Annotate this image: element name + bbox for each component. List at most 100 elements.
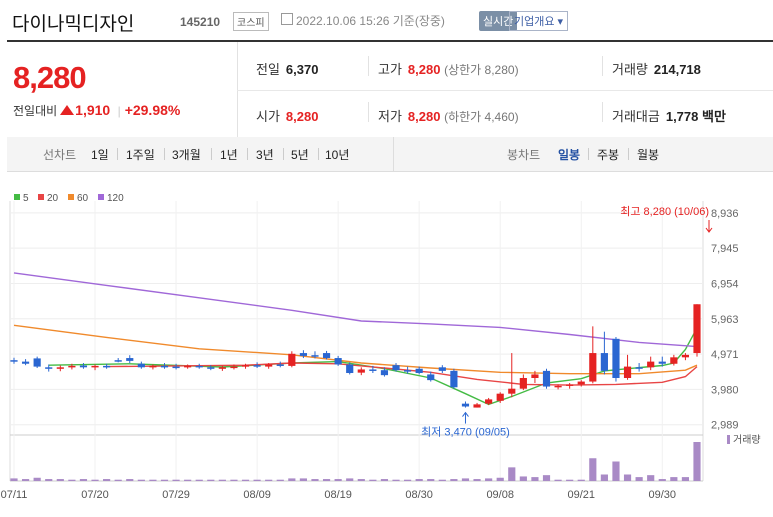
volume-bar — [404, 479, 412, 481]
candle-body — [346, 364, 354, 374]
candle-body — [207, 367, 215, 369]
y-tick-label: 6,954 — [711, 278, 739, 290]
candle-body — [647, 361, 655, 368]
low-annotation: 최저 3,470 (09/05) — [421, 426, 510, 439]
candle-body — [404, 370, 412, 372]
tab-1d[interactable]: 1일 — [91, 148, 109, 162]
candlestick-chart: 8,936 7,945 6,954 5,963 4,971 3,980 2,989 07/11… — [1, 193, 761, 501]
candle-body — [612, 338, 620, 378]
volume-bar — [427, 479, 435, 481]
candle-body — [461, 403, 470, 407]
market-badge: 코스피 — [233, 12, 269, 31]
low-price: 저가 8,280 (하한가 4,460) — [378, 109, 519, 124]
volume-bar — [369, 479, 377, 481]
candle-chart-label: 봉차트 — [507, 148, 541, 162]
x-tick-label: 09/30 — [649, 489, 677, 501]
volume-bar — [311, 479, 319, 481]
candle-body — [623, 366, 632, 378]
line-chart-label: 선차트 — [43, 148, 77, 162]
candle-body — [635, 367, 643, 369]
volume-bar — [241, 479, 250, 481]
legend-swatch — [14, 194, 20, 200]
candle-body — [681, 354, 690, 358]
volume-bar — [265, 479, 273, 481]
tab-10y[interactable]: 10년 — [325, 148, 350, 162]
volume-bar — [288, 478, 296, 481]
volume-bar — [450, 479, 458, 481]
volume-bar — [635, 477, 643, 481]
tab-weekly[interactable]: 주봉 — [597, 148, 620, 162]
candle-body — [473, 404, 481, 408]
candle-body — [137, 363, 145, 368]
volume-bar — [276, 479, 284, 481]
volume-bar — [485, 478, 493, 481]
candle-body — [577, 381, 585, 385]
x-tick-label: 08/09 — [243, 489, 271, 501]
volume-bar — [670, 477, 678, 481]
current-price: 8,280 — [13, 60, 87, 95]
volume-bars — [10, 442, 701, 481]
candle-body — [91, 365, 99, 368]
candle-body — [126, 358, 134, 361]
candle-body — [334, 358, 342, 365]
y-tick-label: 5,963 — [711, 314, 739, 326]
tab-5y[interactable]: 5년 — [291, 148, 309, 162]
x-tick-label: 08/19 — [324, 489, 352, 501]
divider — [368, 102, 369, 122]
divider — [602, 102, 603, 122]
company-info-dropdown[interactable]: 기업개요 ▾ — [509, 11, 569, 31]
x-tick-label: 09/08 — [486, 489, 514, 501]
divider — [237, 90, 773, 91]
candle-body — [496, 393, 504, 401]
volume-bar — [647, 475, 655, 481]
realtime-button[interactable]: 실시간 — [479, 11, 518, 31]
change-value: 1,910 — [75, 102, 111, 118]
candle-body — [68, 365, 76, 368]
volume-bar — [508, 467, 516, 481]
x-tick-label: 08/30 — [405, 489, 433, 501]
tab-3y[interactable]: 3년 — [256, 148, 274, 162]
up-arrow-icon — [60, 105, 75, 115]
x-tick-label: 07/11 — [1, 489, 28, 501]
divider — [368, 56, 369, 76]
candle-body — [56, 367, 64, 369]
prev-close: 전일 6,370 — [256, 62, 319, 77]
candle-body — [658, 361, 666, 364]
volume-bar — [380, 479, 389, 481]
volume-bar — [56, 479, 64, 481]
candle-body — [230, 366, 238, 369]
volume-bar — [612, 461, 620, 481]
low-arrow-head — [462, 411, 469, 417]
volume-bar — [45, 479, 53, 481]
high-price: 고가 8,280 (상한가 8,280) — [378, 62, 519, 77]
tab-1y[interactable]: 1년 — [220, 148, 238, 162]
tab-1w[interactable]: 1주일 — [126, 148, 155, 162]
candle-body — [276, 364, 284, 366]
volume-bar — [542, 475, 551, 481]
volume-bar — [519, 476, 527, 481]
legend-label: 60 — [77, 193, 89, 204]
ma-line-60 — [13, 324, 698, 375]
volume-bar — [68, 479, 76, 481]
quote-panel: 8,280 전일대비 1,910 | +29.98% 전일 6,370 시가 8,280… — [7, 40, 773, 139]
y-tick-label: 8,936 — [711, 208, 739, 220]
x-tick-label: 07/20 — [81, 489, 109, 501]
volume-bar — [91, 479, 99, 481]
tab-daily[interactable]: 일봉 — [558, 148, 581, 162]
volume-bar — [346, 478, 354, 481]
candle-body — [427, 374, 435, 381]
candle-body — [265, 364, 273, 367]
volume-bar — [415, 479, 423, 481]
chart-period-tabs: 선차트 1일 1주일 3개월 1년 3년 5년 10년 봉차트 일봉 주봉 월봉 — [7, 137, 773, 172]
open-price: 시가 8,280 — [256, 109, 319, 124]
tab-monthly[interactable]: 월봉 — [637, 148, 660, 162]
volume: 거래량 214,718 — [612, 62, 701, 77]
legend-swatch — [68, 194, 74, 200]
volume-bar — [207, 479, 215, 481]
candle-body — [485, 399, 493, 404]
tab-3m[interactable]: 3개월 — [172, 148, 201, 162]
candle-body — [415, 368, 423, 374]
volume-bar — [623, 474, 632, 481]
candle-body — [519, 378, 527, 389]
volume-bar — [693, 442, 701, 481]
